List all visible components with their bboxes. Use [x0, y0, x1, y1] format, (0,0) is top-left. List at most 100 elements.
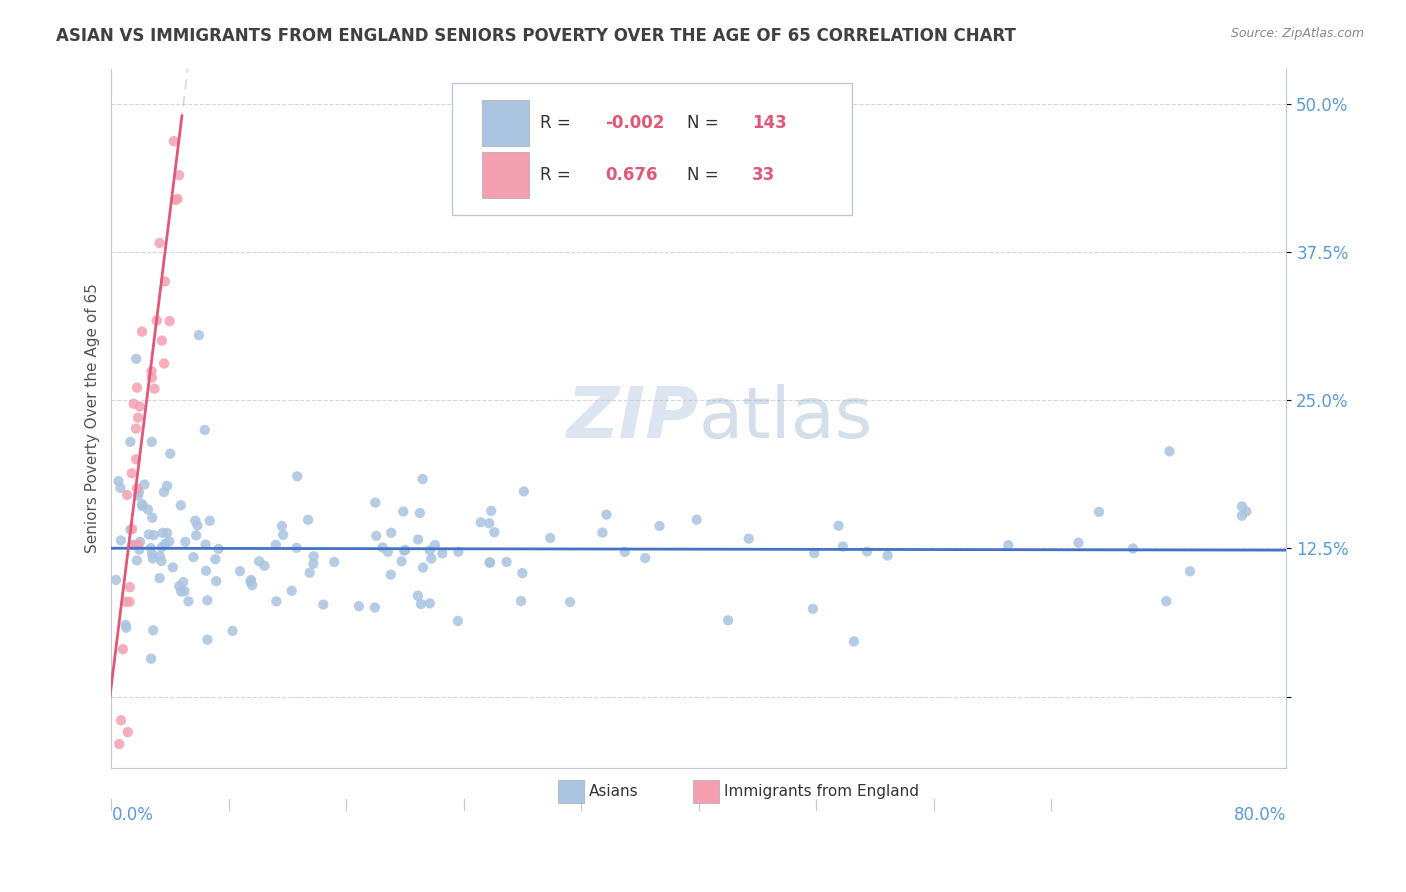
- Point: [111, 642, 134, 657]
- Point: [831, 540, 853, 554]
- Point: [302, 549, 325, 564]
- Point: [169, 579, 191, 593]
- Point: [107, 474, 129, 488]
- Point: [117, 725, 139, 739]
- Point: [153, 356, 176, 370]
- Point: [253, 558, 276, 573]
- Point: [323, 555, 346, 569]
- Point: [364, 495, 387, 509]
- Point: [136, 502, 159, 516]
- Point: [419, 543, 441, 558]
- Bar: [693, 780, 718, 803]
- Point: [478, 556, 501, 570]
- Point: [128, 485, 150, 500]
- Point: [479, 504, 502, 518]
- Point: [143, 382, 166, 396]
- Point: [197, 632, 219, 647]
- Point: [312, 598, 335, 612]
- Point: [478, 516, 501, 531]
- Text: R =: R =: [540, 166, 582, 184]
- Point: [156, 479, 179, 493]
- Point: [127, 410, 149, 425]
- Point: [152, 525, 174, 540]
- Point: [264, 538, 287, 552]
- Point: [108, 737, 131, 751]
- Point: [155, 536, 177, 550]
- Point: [141, 510, 163, 524]
- Point: [149, 235, 172, 250]
- Point: [738, 532, 761, 546]
- Point: [125, 452, 148, 467]
- Point: [827, 518, 849, 533]
- Point: [184, 514, 207, 528]
- Point: [120, 434, 142, 449]
- Point: [141, 364, 163, 378]
- Text: R =: R =: [540, 114, 576, 132]
- Point: [104, 573, 127, 587]
- Text: ZIP: ZIP: [567, 384, 699, 452]
- Point: [613, 545, 636, 559]
- Point: [717, 613, 740, 627]
- Point: [380, 525, 402, 540]
- Point: [174, 534, 197, 549]
- Text: 0.676: 0.676: [605, 166, 658, 184]
- Point: [188, 328, 211, 343]
- Text: N =: N =: [688, 114, 724, 132]
- Point: [172, 575, 194, 590]
- Point: [150, 334, 173, 348]
- Point: [409, 597, 432, 611]
- Text: 33: 33: [752, 166, 775, 184]
- Point: [1156, 594, 1178, 608]
- Point: [153, 275, 176, 289]
- Point: [128, 542, 150, 557]
- Point: [150, 554, 173, 568]
- Point: [240, 578, 263, 592]
- Point: [150, 540, 173, 554]
- Point: [110, 481, 132, 495]
- Point: [409, 506, 432, 520]
- Point: [394, 543, 416, 558]
- Point: [125, 351, 148, 366]
- Point: [170, 584, 193, 599]
- Point: [127, 489, 149, 503]
- Point: [125, 553, 148, 567]
- Point: [347, 599, 370, 614]
- Point: [138, 527, 160, 541]
- Point: [366, 529, 388, 543]
- Text: Asians: Asians: [589, 784, 638, 799]
- Text: Immigrants from England: Immigrants from England: [724, 784, 918, 799]
- Text: 80.0%: 80.0%: [1234, 806, 1286, 824]
- Point: [134, 477, 156, 491]
- Point: [240, 573, 263, 587]
- Point: [115, 488, 138, 502]
- Point: [280, 583, 302, 598]
- Point: [495, 555, 517, 569]
- Point: [141, 370, 163, 384]
- Point: [470, 515, 492, 529]
- Point: [177, 594, 200, 608]
- Point: [125, 421, 148, 435]
- Point: [271, 528, 294, 542]
- Point: [298, 566, 321, 580]
- Point: [157, 534, 180, 549]
- Y-axis label: Seniors Poverty Over the Age of 65: Seniors Poverty Over the Age of 65: [86, 283, 100, 553]
- Point: [159, 447, 181, 461]
- Point: [118, 595, 141, 609]
- Point: [120, 523, 142, 537]
- Point: [1234, 504, 1257, 518]
- Point: [876, 549, 898, 563]
- Point: [1178, 565, 1201, 579]
- Point: [170, 498, 193, 512]
- Point: [148, 571, 170, 585]
- Point: [115, 621, 138, 635]
- Point: [131, 497, 153, 511]
- Point: [163, 134, 186, 148]
- Point: [297, 513, 319, 527]
- Point: [194, 423, 217, 437]
- Point: [162, 560, 184, 574]
- Point: [510, 594, 533, 608]
- Bar: [482, 153, 529, 198]
- Point: [479, 556, 502, 570]
- Point: [115, 595, 138, 609]
- Point: [195, 564, 218, 578]
